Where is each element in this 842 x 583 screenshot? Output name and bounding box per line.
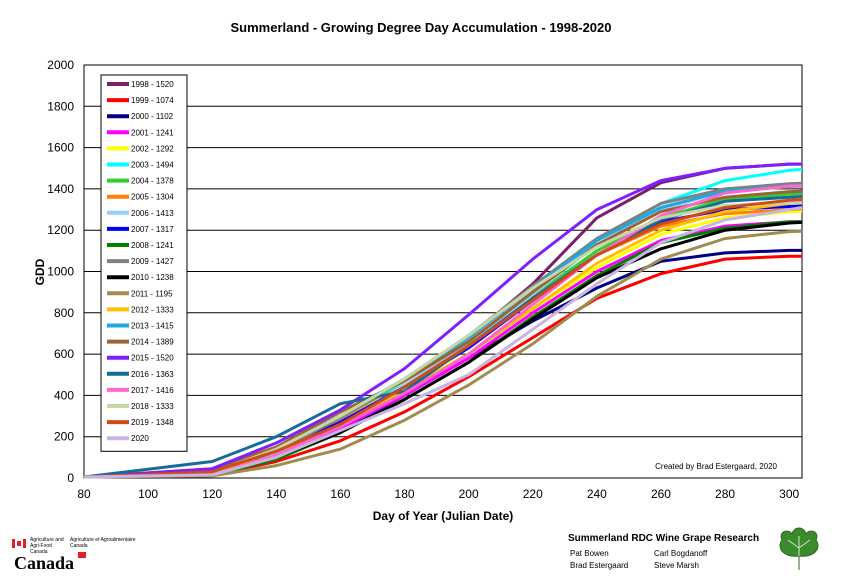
y-tick-label: 200 [54, 430, 74, 444]
legend-label: 2019 - 1348 [131, 418, 174, 427]
x-tick-label: 120 [202, 487, 222, 501]
legend-label: 1998 - 1520 [131, 80, 174, 89]
wordmark-flag-icon [78, 552, 86, 558]
canada-flag-icon [12, 539, 26, 548]
legend-label: 2006 - 1413 [131, 209, 174, 218]
y-tick-label: 600 [54, 347, 74, 361]
chart-title: Summerland - Growing Degree Day Accumula… [230, 20, 612, 35]
x-tick-label: 160 [330, 487, 350, 501]
legend-label: 2018 - 1333 [131, 402, 174, 411]
series-line [83, 198, 803, 479]
chart-credit: Created by Brad Estergaard, 2020 [655, 462, 777, 471]
legend-label: 2014 - 1389 [131, 338, 174, 347]
y-tick-label: 2000 [47, 58, 74, 72]
y-tick-label: 800 [54, 306, 74, 320]
series-line [83, 254, 802, 479]
person-name: Brad Estergaard [570, 561, 629, 570]
x-tick-label: 200 [459, 487, 479, 501]
research-title: Summerland RDC Wine Grape Research [568, 533, 760, 544]
legend-label: 2011 - 1195 [131, 289, 173, 298]
y-tick-label: 400 [54, 388, 74, 402]
legend: 1998 - 1520 1999 - 1074 2000 - 1102 2001 - … [100, 74, 188, 452]
person-name: Pat Bowen [570, 549, 609, 558]
person-name: Carl Bogdanoff [654, 549, 708, 558]
legend-label: 2009 - 1427 [131, 257, 174, 266]
canada-wordmark: Canada [14, 553, 75, 573]
series-line [83, 189, 803, 479]
x-tick-label: 80 [77, 487, 91, 501]
gov-name-en: Agriculture and Agri-Food Canada [30, 537, 64, 555]
x-tick-label: 100 [138, 487, 158, 501]
series-line [83, 162, 802, 479]
y-tick-label: 1400 [47, 182, 74, 196]
x-tick-label: 220 [523, 487, 543, 501]
legend-label: 2003 - 1494 [131, 161, 174, 170]
y-tick-label: 1200 [47, 223, 74, 237]
x-tick-label: 280 [715, 487, 735, 501]
legend-label: 2005 - 1304 [131, 193, 174, 202]
y-tick-label: 1600 [47, 141, 74, 155]
legend-label: 2010 - 1238 [131, 273, 174, 282]
x-tick-labels: 80 100 120 140 160 180 200 220 240 260 280 300 [77, 487, 799, 501]
x-tick-label: 180 [395, 487, 415, 501]
legend-label: 2008 - 1241 [131, 241, 174, 250]
series-line [83, 184, 803, 479]
research-credits: Summerland RDC Wine Grape Research Pat B… [568, 533, 788, 577]
legend-label: 1999 - 1074 [131, 96, 174, 105]
legend-label: 2004 - 1378 [131, 177, 174, 186]
y-tick-labels: 0 200 400 600 800 1000 1200 1400 1600 1800 2000 [47, 58, 74, 485]
grape-leaf-icon [779, 527, 819, 570]
x-tick-label: 260 [651, 487, 671, 501]
legend-label: 2020 [131, 434, 149, 443]
series-line [83, 229, 803, 479]
x-axis-title: Day of Year (Julian Date) [373, 509, 514, 523]
y-tick-label: 1800 [47, 99, 74, 113]
legend-label: 2017 - 1416 [131, 386, 174, 395]
x-tick-label: 240 [587, 487, 607, 501]
y-axis-title: GDD [33, 258, 47, 285]
legend-label: 2015 - 1520 [131, 354, 174, 363]
legend-label: 2007 - 1317 [131, 225, 174, 234]
legend-label: 2002 - 1292 [131, 144, 174, 153]
x-tick-label: 300 [779, 487, 799, 501]
legend-label: 2001 - 1241 [131, 128, 174, 137]
legend-label: 2016 - 1363 [131, 370, 174, 379]
legend-label: 2013 - 1415 [131, 322, 174, 331]
gov-name-fr: Agriculture et Agroalimentaire Canada [70, 537, 136, 549]
legend-label: 2000 - 1102 [131, 112, 174, 121]
person-name: Steve Marsh [654, 561, 699, 570]
series-line [83, 206, 803, 479]
y-tick-label: 1000 [47, 265, 74, 279]
series-lines [83, 162, 803, 479]
y-tick-label: 0 [67, 471, 74, 485]
legend-label: 2012 - 1333 [131, 305, 174, 314]
gov-signature: Agriculture and Agri-Food Canada Agricul… [12, 537, 172, 577]
x-tick-label: 140 [266, 487, 286, 501]
